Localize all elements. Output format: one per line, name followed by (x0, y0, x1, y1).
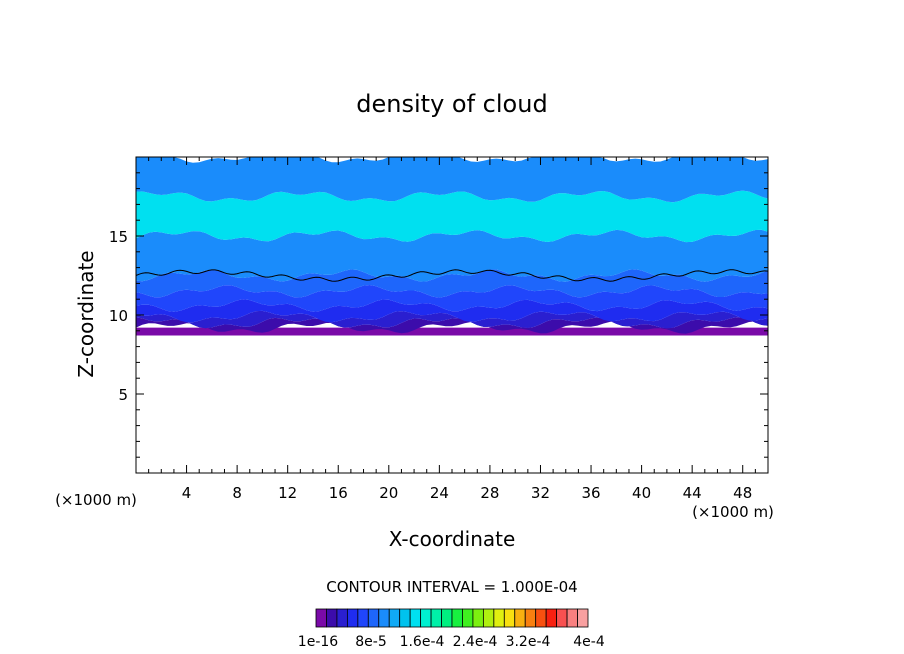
x-tick-label: 40 (632, 484, 651, 502)
colorbar-cell (556, 608, 568, 628)
colorbar-label: 4e-4 (573, 634, 605, 650)
colorbar-cell (545, 608, 558, 628)
density-band (136, 269, 768, 298)
colorbar-label: 8e-5 (355, 634, 386, 650)
x-axis-label: X-coordinate (389, 527, 516, 551)
x-tick-label: 16 (329, 484, 348, 502)
x-unit-note-right: (×1000 m) (692, 503, 774, 521)
x-tick-label: 44 (683, 484, 702, 502)
colorbar-cell (514, 608, 526, 628)
colorbar-cell (451, 608, 463, 628)
colorbar-cell (430, 608, 442, 628)
contour-line (135, 269, 769, 282)
x-tick-label: 28 (480, 484, 499, 502)
x-axis: 4 8 12 16 20 24 28 32 36 40 44 48 (148, 157, 756, 502)
colorbar-cell (441, 608, 453, 628)
x-tick-label: 4 (182, 484, 192, 502)
colorbar-cell (336, 608, 348, 628)
density-band (136, 157, 768, 203)
y-tick-label: 5 (118, 386, 128, 404)
colorbar-labels: 1e-16 8e-5 1.6e-4 2.4e-4 3.2e-4 4e-4 (298, 634, 605, 650)
colorbar-cell (378, 608, 390, 628)
x-tick-label: 36 (581, 484, 600, 502)
x-tick-label: 20 (379, 484, 398, 502)
colorbar (315, 608, 589, 628)
x-tick-label: 12 (278, 484, 297, 502)
colorbar-cell (503, 608, 516, 628)
y-axis: 5 10 15 (109, 172, 768, 458)
colorbar-cell (524, 608, 537, 628)
colorbar-cell (493, 608, 505, 628)
colorbar-cell (420, 608, 432, 628)
x-tick-label: 32 (531, 484, 550, 502)
colorbar-cell (357, 608, 369, 628)
y-tick-label: 10 (109, 307, 128, 325)
colorbar-cell (462, 608, 474, 628)
density-band (136, 310, 768, 329)
x-tick-label: 24 (430, 484, 449, 502)
colorbar-cell (409, 608, 422, 628)
colorbar-label: 3.2e-4 (506, 634, 551, 650)
colorbar-label: 1e-16 (298, 634, 338, 650)
y-tick-label: 15 (109, 228, 128, 246)
plot-area (135, 156, 769, 474)
colorbar-cell (399, 608, 411, 628)
density-band (136, 327, 768, 336)
density-band (136, 285, 768, 312)
density-band (136, 317, 768, 334)
colorbar-cell (472, 608, 484, 628)
colorbar-cell (482, 608, 495, 628)
colorbar-cell (346, 608, 359, 628)
colorbar-label: 1.6e-4 (400, 634, 445, 650)
colorbar-cell (388, 608, 401, 628)
colorbar-cell (326, 608, 338, 628)
density-band (136, 229, 768, 282)
colorbar-cell (367, 608, 380, 628)
density-band (136, 190, 768, 243)
colorbar-cell (566, 608, 578, 628)
colorbar-cell (577, 608, 589, 628)
chart-title: density of cloud (356, 90, 547, 118)
colorbar-label: 2.4e-4 (453, 634, 498, 650)
x-tick-label: 48 (733, 484, 752, 502)
x-unit-note-left: (×1000 m) (55, 491, 137, 509)
y-axis-label: Z-coordinate (74, 250, 98, 377)
x-tick-label: 8 (232, 484, 242, 502)
density-band (136, 299, 768, 323)
colorbar-cell (315, 608, 327, 628)
contour-interval-text: CONTOUR INTERVAL = 1.000E-04 (326, 578, 577, 596)
colorbar-cell (535, 608, 547, 628)
